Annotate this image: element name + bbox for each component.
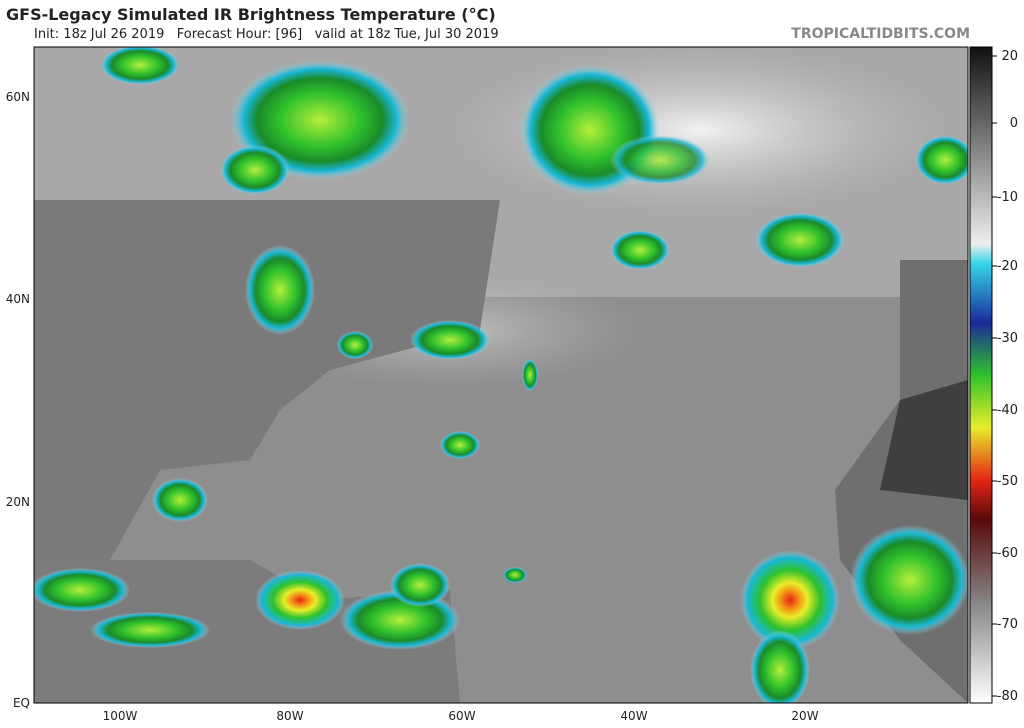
colorbar — [969, 46, 993, 704]
colorbar-tick-label: -10 — [997, 190, 1018, 205]
lat-label: EQ — [13, 696, 30, 710]
subtitle: Init: 18z Jul 26 2019 Forecast Hour: [96… — [34, 27, 499, 42]
colorbar-tick-label: 20 — [1001, 49, 1018, 64]
lat-label: 40N — [6, 292, 30, 306]
lon-label: 60W — [448, 709, 475, 723]
satellite-image — [34, 47, 968, 703]
colorbar-tick-label: 0 — [1010, 116, 1018, 131]
lon-label: 20W — [791, 709, 818, 723]
lat-label: 20N — [6, 495, 30, 509]
map-frame — [33, 46, 969, 704]
lon-label: 100W — [103, 709, 138, 723]
colorbar-tick-label: -50 — [997, 474, 1018, 489]
lon-label: 40W — [620, 709, 647, 723]
lat-label: 60N — [6, 90, 30, 104]
site-label: TROPICALTIDBITS.COM — [791, 26, 970, 42]
colorbar-tick-label: -30 — [997, 331, 1018, 346]
colorbar-tick-label: -60 — [997, 546, 1018, 561]
title: GFS-Legacy Simulated IR Brightness Tempe… — [6, 5, 496, 24]
colorbar-tick-label: -70 — [997, 617, 1018, 632]
colorbar-tick-label: -40 — [997, 403, 1018, 418]
lon-label: 80W — [276, 709, 303, 723]
colorbar-tick-label: -80 — [997, 689, 1018, 704]
colorbar-tick-label: -20 — [997, 259, 1018, 274]
